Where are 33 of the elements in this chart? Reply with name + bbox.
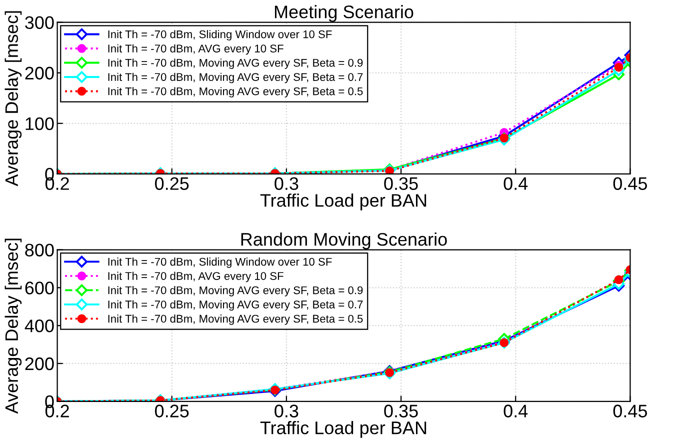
- y-tick-label: 800: [25, 244, 54, 256]
- chart-title: Random Moving Scenario: [241, 232, 447, 250]
- x-axis-title: Traffic Load per BAN: [260, 194, 426, 210]
- legend-label: Init Th = -70 dBm, Sliding Window over 10 SF: [108, 30, 332, 40]
- x-axis-title: Traffic Load per BAN: [260, 421, 426, 438]
- legend-label: Init Th = -70 dBm, AVG every 10 SF: [108, 44, 284, 55]
- x-tick-label: 0.35: [384, 404, 418, 418]
- y-tick-label: 600: [25, 282, 54, 294]
- chart-title: Meeting Scenario: [274, 5, 414, 22]
- x-tick-label: 0.4: [504, 404, 528, 418]
- legend-label: Init Th = -70 dBm, Moving AVG every SF, Beta = 0.5: [108, 314, 363, 325]
- x-tick-label: 0.45: [613, 177, 648, 190]
- y-tick-label: 200: [25, 357, 54, 370]
- y-axis-title: Average Delay [msec]: [4, 238, 22, 414]
- legend-label: Init Th = -70 dBm, Moving AVG every SF, Beta = 0.9: [108, 58, 363, 69]
- x-tick-label: 0.3: [274, 177, 298, 190]
- legend-label: Init Th = -70 dBm, Moving AVG every SF, Beta = 0.7: [108, 72, 363, 84]
- legend-label: Init Th = -70 dBm, Moving AVG every SF, Beta = 0.7: [108, 300, 363, 311]
- y-axis-title: Average Delay [msec]: [4, 11, 22, 186]
- legend-label: Init Th = -70 dBm, Moving AVG every SF, Beta = 0.9: [108, 286, 363, 296]
- x-tick-label: 0.25: [155, 177, 189, 190]
- y-tick-label: 400: [24, 320, 54, 332]
- legend-label: Init Th = -70 dBm, Sliding Window over 10 SF: [108, 258, 332, 268]
- y-tick-label: 200: [25, 66, 54, 80]
- x-tick-label: 0.45: [613, 404, 648, 418]
- y-tick-label: 300: [25, 16, 54, 30]
- x-tick-label: 0.35: [384, 177, 418, 190]
- y-tick-label: 100: [26, 117, 54, 130]
- legend-label: Init Th = -70 dBm, Moving AVG every SF, Beta = 0.5: [108, 87, 363, 98]
- legend-label: Init Th = -70 dBm, AVG every 10 SF: [108, 272, 284, 282]
- x-tick-label: 0.25: [155, 404, 189, 418]
- x-tick-label: 0.4: [504, 177, 528, 190]
- x-tick-label: 0.3: [274, 404, 298, 418]
